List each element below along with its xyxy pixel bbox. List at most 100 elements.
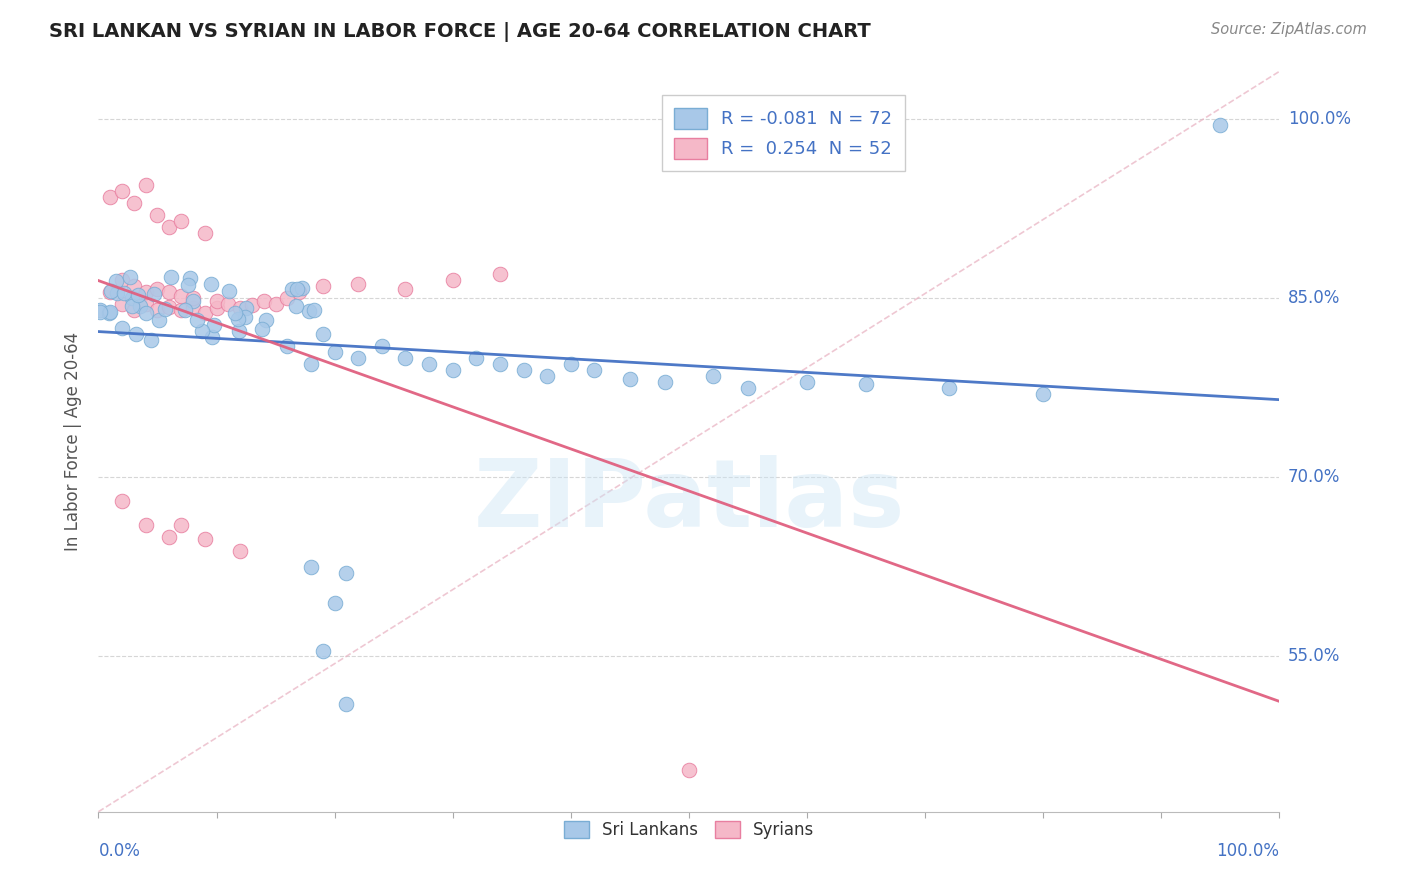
Text: 100.0%: 100.0% — [1216, 842, 1279, 860]
Point — [127, 288, 149, 302]
Text: ZIPatlas: ZIPatlas — [474, 455, 904, 547]
Point — [110, 321, 132, 335]
Point — [288, 285, 311, 300]
Point — [291, 281, 314, 295]
Point — [702, 368, 724, 383]
Point — [111, 273, 134, 287]
Point — [135, 178, 157, 192]
Point — [217, 297, 239, 311]
Point — [121, 292, 143, 306]
Text: SRI LANKAN VS SYRIAN IN LABOR FORCE | AGE 20-64 CORRELATION CHART: SRI LANKAN VS SYRIAN IN LABOR FORCE | AG… — [49, 22, 870, 42]
Point — [205, 301, 228, 315]
Point — [122, 303, 145, 318]
Point — [122, 279, 145, 293]
Point — [186, 312, 208, 326]
Point — [174, 302, 197, 317]
Point — [200, 277, 222, 292]
Point — [347, 277, 370, 291]
Legend: R = -0.081  N = 72, R =  0.254  N = 52: R = -0.081 N = 72, R = 0.254 N = 52 — [662, 95, 905, 171]
Point — [240, 298, 263, 312]
Point — [441, 363, 464, 377]
Point — [619, 372, 641, 386]
Point — [179, 271, 201, 285]
Point — [855, 377, 877, 392]
Point — [170, 518, 193, 533]
Point — [489, 357, 512, 371]
Point — [229, 301, 252, 315]
Point — [111, 184, 134, 198]
Point — [298, 303, 321, 318]
Point — [146, 303, 169, 318]
Point — [157, 530, 180, 544]
Point — [253, 293, 276, 308]
Point — [157, 300, 180, 314]
Text: 0.0%: 0.0% — [98, 842, 141, 860]
Point — [143, 287, 166, 301]
Text: Source: ZipAtlas.com: Source: ZipAtlas.com — [1211, 22, 1367, 37]
Point — [737, 381, 759, 395]
Point — [312, 643, 335, 657]
Point — [299, 357, 322, 371]
Point — [512, 363, 534, 377]
Point — [135, 285, 157, 300]
Point — [254, 313, 277, 327]
Point — [285, 299, 308, 313]
Point — [104, 273, 127, 287]
Point — [205, 293, 228, 308]
Point — [128, 299, 150, 313]
Point — [124, 326, 146, 341]
Point — [194, 533, 217, 547]
Point — [170, 289, 193, 303]
Point — [235, 301, 257, 315]
Point — [112, 286, 135, 301]
Point — [678, 763, 700, 777]
Point — [418, 357, 440, 371]
Point — [170, 303, 193, 318]
Point — [111, 494, 134, 508]
Point — [160, 269, 183, 284]
Point — [233, 310, 256, 325]
Point — [276, 339, 298, 353]
Point — [98, 285, 121, 300]
Point — [299, 560, 322, 574]
Point — [347, 351, 370, 365]
Point — [465, 351, 488, 365]
Point — [105, 285, 128, 300]
Point — [194, 226, 217, 240]
Point — [796, 375, 818, 389]
Point — [323, 345, 346, 359]
Point — [98, 305, 121, 319]
Point — [135, 306, 157, 320]
Point — [489, 268, 512, 282]
Point — [226, 311, 249, 326]
Point — [228, 324, 250, 338]
Point — [335, 566, 357, 580]
Point — [148, 312, 170, 326]
Point — [1209, 118, 1232, 132]
Point — [371, 339, 394, 353]
Point — [287, 282, 309, 296]
Point — [111, 297, 134, 311]
Point — [202, 318, 225, 332]
Point — [177, 277, 200, 292]
Point — [281, 282, 304, 296]
Point — [155, 301, 177, 316]
Point — [218, 285, 240, 299]
Point — [98, 190, 121, 204]
Point — [1032, 386, 1054, 401]
Point — [100, 285, 122, 299]
Text: 55.0%: 55.0% — [1288, 648, 1340, 665]
Point — [89, 305, 111, 319]
Point — [157, 285, 180, 300]
Point — [135, 518, 157, 533]
Y-axis label: In Labor Force | Age 20-64: In Labor Force | Age 20-64 — [65, 332, 83, 551]
Point — [394, 282, 416, 296]
Point — [250, 322, 273, 336]
Point — [181, 291, 204, 305]
Point — [191, 325, 214, 339]
Point — [304, 302, 326, 317]
Point — [536, 368, 558, 383]
Point — [276, 291, 298, 305]
Point — [194, 305, 217, 319]
Point — [654, 375, 676, 389]
